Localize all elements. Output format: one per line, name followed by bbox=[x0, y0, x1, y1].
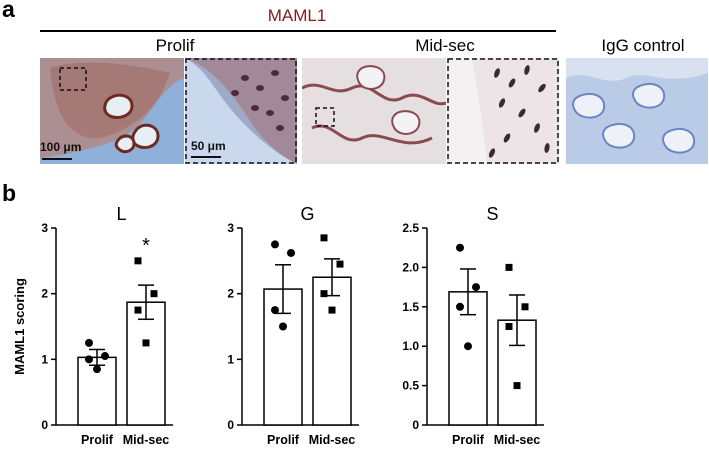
chart-2-ytick-label-5: 2.5 bbox=[402, 221, 419, 235]
chart-0-point-1-3 bbox=[142, 339, 150, 347]
bar-charts-container: L 0 1 2 3 MAML1 scoring Prolif * Mid-sec G 0 1 2 3 Pro… bbox=[0, 180, 709, 450]
chart-1-point-1-2 bbox=[320, 290, 328, 298]
chart-1-ytick-label-0: 0 bbox=[227, 418, 234, 432]
chart-0-significance-1: * bbox=[142, 235, 150, 257]
chart-2-point-0-2 bbox=[456, 302, 464, 311]
chart-2-category-1: Mid-sec bbox=[494, 433, 541, 447]
chart-2-point-1-1 bbox=[521, 303, 529, 311]
chart-2-ytick-label-1: 0.5 bbox=[402, 379, 419, 393]
scale-label-50um: 50 μm bbox=[191, 139, 226, 153]
scale-bar-100um bbox=[42, 158, 72, 160]
chart-0-ytick-label-3: 3 bbox=[41, 221, 48, 235]
chart-2-ytick-label-0: 0 bbox=[412, 418, 419, 432]
panel-b-letter: b bbox=[2, 180, 17, 206]
chart-1-point-0-0 bbox=[271, 240, 279, 249]
chart-1-category-0: Prolif bbox=[267, 433, 300, 447]
chart-2-ytick-label-4: 2.0 bbox=[402, 260, 419, 274]
chart-2-point-1-0 bbox=[505, 263, 513, 271]
chart-0-point-0-0 bbox=[85, 338, 93, 347]
chart-1-point-1-0 bbox=[320, 234, 328, 242]
panel-a-letter: a bbox=[2, 0, 15, 22]
chart-2-ytick-label-3: 1.5 bbox=[402, 300, 419, 314]
chart-2-point-0-1 bbox=[472, 283, 480, 292]
chart-2-point-0-0 bbox=[456, 243, 464, 252]
chart-1-point-1-3 bbox=[328, 306, 336, 314]
micrograph-igg-control bbox=[566, 58, 708, 164]
bar-charts: L 0 1 2 3 MAML1 scoring Prolif * Mid-sec G 0 1 2 3 Pro… bbox=[12, 204, 544, 447]
chart-2-ytick-label-2: 1.0 bbox=[402, 339, 419, 353]
chart-0-category-0: Prolif bbox=[81, 433, 114, 447]
chart-0-ytick-label-1: 1 bbox=[41, 352, 48, 366]
maml1-bracket-line bbox=[40, 30, 556, 32]
chart-1-bar-1 bbox=[312, 276, 352, 426]
chart-0-title: L bbox=[116, 204, 126, 224]
chart-1-point-1-1 bbox=[336, 260, 344, 268]
group-label-prolif: Prolif bbox=[155, 36, 195, 55]
chart-1-ytick-label-3: 3 bbox=[227, 221, 234, 235]
group-label-mid-sec: Mid-sec bbox=[415, 36, 475, 55]
maml1-title: MAML1 bbox=[267, 6, 327, 25]
chart-1-ytick-label-1: 1 bbox=[227, 352, 234, 366]
chart-2-title: S bbox=[486, 204, 498, 224]
chart-2-point-0-3 bbox=[464, 342, 472, 351]
chart-1-point-0-2 bbox=[271, 306, 279, 315]
chart-0-point-0-2 bbox=[85, 355, 93, 364]
chart-0-point-0-1 bbox=[101, 352, 109, 361]
chart-1-point-0-3 bbox=[279, 322, 287, 331]
micrograph-mid-sec-high-mag bbox=[447, 58, 559, 164]
chart-0-ylabel: MAML1 scoring bbox=[12, 278, 27, 375]
chart-0-point-1-1 bbox=[150, 290, 158, 298]
chart-1-point-0-1 bbox=[287, 248, 295, 257]
chart-1-ytick-label-2: 2 bbox=[227, 287, 234, 301]
chart-1-bar-0 bbox=[263, 288, 303, 426]
scale-label-100um: 100 μm bbox=[40, 140, 82, 154]
chart-0-category-1: Mid-sec bbox=[123, 433, 170, 447]
chart-2-point-1-3 bbox=[513, 382, 521, 390]
group-label-igg-control: IgG control bbox=[601, 36, 685, 55]
micrograph-mid-sec-low-mag bbox=[302, 58, 446, 164]
chart-1-category-1: Mid-sec bbox=[309, 433, 356, 447]
chart-0-bar-0 bbox=[77, 356, 117, 426]
chart-1-title: G bbox=[300, 204, 314, 224]
chart-0-point-1-2 bbox=[134, 306, 142, 314]
chart-2-point-1-2 bbox=[505, 323, 513, 330]
micrograph-prolif-high-mag: 50 μm bbox=[185, 58, 297, 164]
micrograph-prolif-low-mag: 100 μm bbox=[40, 58, 184, 164]
chart-0-bar-1 bbox=[126, 301, 166, 426]
chart-0-point-0-3 bbox=[93, 365, 101, 374]
chart-0-point-1-0 bbox=[134, 257, 142, 265]
chart-0-ytick-label-0: 0 bbox=[41, 418, 48, 432]
chart-2-category-0: Prolif bbox=[452, 433, 485, 447]
chart-0-ytick-label-2: 2 bbox=[41, 287, 48, 301]
scale-bar-50um bbox=[191, 156, 221, 158]
